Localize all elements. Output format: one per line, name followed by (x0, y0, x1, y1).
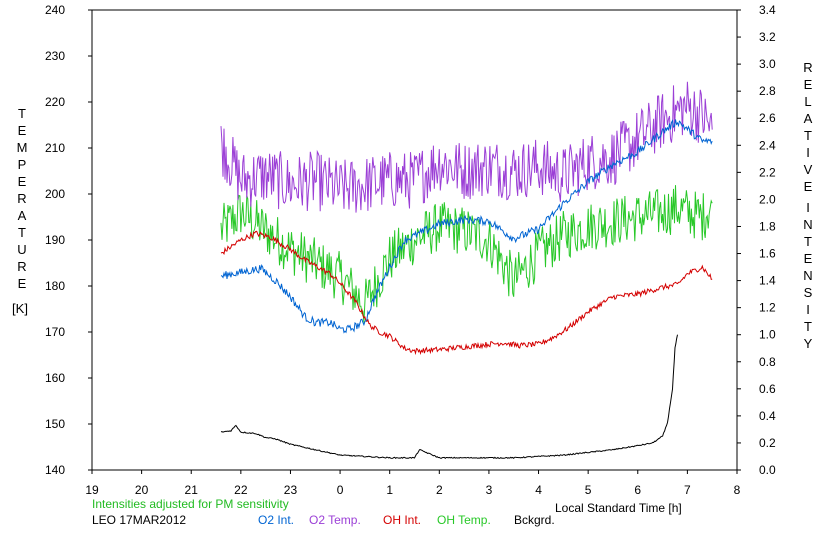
right-label-letter: N (803, 217, 812, 232)
station-label: LEO 17MAR2012 (92, 513, 186, 527)
right-tick-label: 0.2 (759, 436, 776, 450)
x-tick-label: 21 (185, 483, 199, 497)
left-tick-label: 140 (45, 463, 65, 477)
right-label-letter: T (804, 128, 812, 143)
left-label-letter: R (17, 259, 26, 274)
left-axis-ticks: 140 150 160 170 180 190 200 210 220 230 240 (45, 3, 92, 477)
left-label-letter: E (18, 276, 27, 291)
right-label-letter: A (804, 111, 813, 126)
x-axis-label: Local Standard Time [h] (555, 501, 682, 515)
left-unit-label: [K] (12, 301, 28, 316)
right-tick-label: 1.4 (759, 274, 776, 288)
x-tick-label: 1 (386, 483, 393, 497)
note-text: Intensities adjusted for PM sensitivity (92, 497, 289, 511)
right-label-letter: E (804, 77, 813, 92)
left-label-letter: U (17, 242, 26, 257)
x-tick-label: 3 (486, 483, 493, 497)
right-label-letter: I (806, 302, 810, 317)
series-o2-int-line (220, 119, 713, 334)
right-tick-label: 0.4 (759, 409, 776, 423)
right-tick-label: 2.4 (759, 138, 776, 152)
series-oh-temp-line (220, 185, 713, 323)
x-tick-label: 19 (85, 483, 99, 497)
right-tick-label: 2.0 (759, 192, 776, 206)
right-tick-label: 3.2 (759, 30, 776, 44)
left-tick-label: 210 (45, 141, 65, 155)
left-tick-label: 170 (45, 325, 65, 339)
left-label-letter: E (18, 123, 27, 138)
right-label-letter: L (804, 94, 811, 109)
right-tick-label: 0.8 (759, 355, 776, 369)
right-tick-label: 2.8 (759, 84, 776, 98)
series-oh-int-line (220, 230, 713, 356)
legend-o2-int: O2 Int. (258, 513, 294, 527)
left-label-letter: P (18, 157, 27, 172)
right-tick-label: 3.4 (759, 3, 776, 17)
left-tick-label: 180 (45, 279, 65, 293)
left-tick-label: 190 (45, 233, 65, 247)
series-bckgrd-line (220, 334, 678, 459)
x-tick-label: 22 (234, 483, 248, 497)
x-tick-label: 20 (135, 483, 149, 497)
x-tick-label: 4 (535, 483, 542, 497)
right-tick-label: 1.8 (759, 219, 776, 233)
right-label-letter: N (803, 268, 812, 283)
x-tick-label: 0 (337, 483, 344, 497)
left-tick-label: 160 (45, 371, 65, 385)
x-tick-label: 2 (436, 483, 443, 497)
left-tick-label: 200 (45, 187, 65, 201)
right-tick-label: 1.6 (759, 247, 776, 261)
right-label-letter: T (804, 234, 812, 249)
right-tick-label: 1.2 (759, 301, 776, 315)
x-tick-label: 8 (734, 483, 741, 497)
right-label-letter: R (803, 60, 812, 75)
right-label-letter: V (804, 162, 813, 177)
left-label-letter: M (17, 140, 28, 155)
right-label-letter: E (804, 179, 813, 194)
right-tick-label: 2.2 (759, 165, 776, 179)
legend-oh-int: OH Int. (383, 513, 421, 527)
x-tick-label: 5 (585, 483, 592, 497)
x-tick-label: 7 (684, 483, 691, 497)
right-label-letter: E (804, 251, 813, 266)
x-tick-label: 23 (284, 483, 298, 497)
legend-o2-temp: O2 Temp. (309, 513, 361, 527)
right-label-letter: S (804, 285, 813, 300)
left-label-letter: A (18, 208, 27, 223)
x-axis-ticks: 19 20 21 22 23 0 1 2 3 4 5 6 7 8 (85, 470, 741, 497)
x-tick-label: 6 (634, 483, 641, 497)
right-label-letter: I (806, 200, 810, 215)
series-lines (220, 81, 713, 459)
left-tick-label: 150 (45, 417, 65, 431)
legend-bckgrd: Bckgrd. (514, 513, 555, 527)
right-label-letter: Y (804, 336, 813, 351)
right-tick-label: 0.0 (759, 463, 776, 477)
left-label-letter: E (18, 174, 27, 189)
right-label-letter: I (806, 145, 810, 160)
right-tick-label: 3.0 (759, 57, 776, 71)
left-label-letter: T (18, 225, 26, 240)
right-label-letter: T (804, 319, 812, 334)
right-tick-label: 1.0 (759, 328, 776, 342)
right-tick-label: 0.6 (759, 382, 776, 396)
right-tick-label: 2.6 (759, 111, 776, 125)
left-label-letter: R (17, 191, 26, 206)
left-tick-label: 230 (45, 49, 65, 63)
left-label-letter: T (18, 106, 26, 121)
left-tick-label: 240 (45, 3, 65, 17)
left-tick-label: 220 (45, 95, 65, 109)
legend-oh-temp: OH Temp. (437, 513, 491, 527)
right-axis-ticks: 0.0 0.2 0.4 0.6 0.8 1.0 1.2 1.4 1.6 1.8 2.0 2.2 2.4 2… (737, 3, 776, 477)
